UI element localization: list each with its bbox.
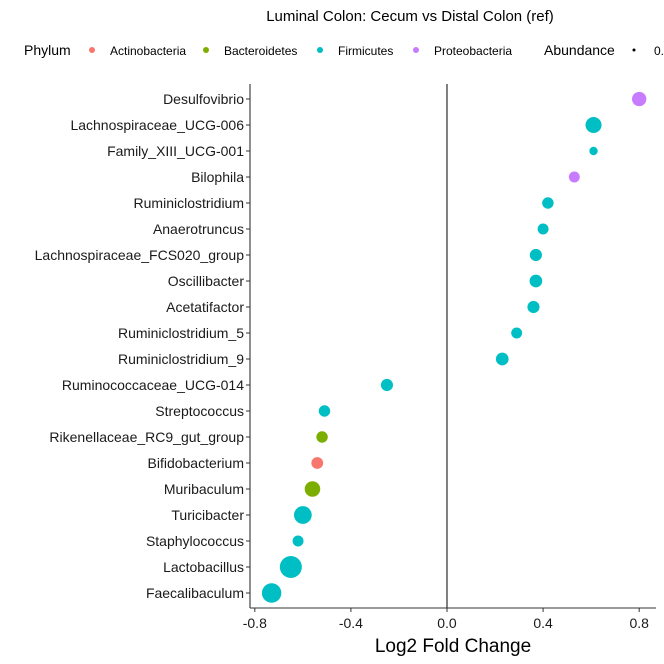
y-tick-label: Lachnospiraceae_FCS020_group	[35, 247, 245, 263]
data-point	[537, 223, 549, 235]
y-tick-label: Streptococcus	[155, 403, 244, 419]
data-point	[568, 171, 580, 183]
y-tick-label: Ruminiclostridium_5	[118, 325, 244, 341]
legend-label-firmicutes: Firmicutes	[338, 44, 393, 58]
y-tick-label: Oscillibacter	[168, 273, 245, 289]
y-tick-label: Faecalibaculum	[146, 585, 244, 601]
legend-label-actinobacteria: Actinobacteria	[110, 44, 186, 58]
x-tick-label: -0.8	[243, 615, 267, 631]
x-tick-label: 0.0	[437, 615, 457, 631]
data-point	[542, 197, 554, 209]
y-tick-label: Family_XIII_UCG-001	[107, 143, 244, 159]
y-tick-label: Acetatifactor	[166, 299, 244, 315]
data-point	[261, 583, 282, 603]
data-point	[495, 352, 509, 366]
legend-label-proteobacteria: Proteobacteria	[434, 44, 512, 58]
data-point	[311, 457, 324, 469]
data-point	[304, 481, 321, 497]
legend-label-bacteroidetes: Bacteroidetes	[224, 44, 297, 58]
y-tick-label: Staphylococcus	[146, 533, 244, 549]
data-point	[527, 300, 540, 314]
legend-key-actinobacteria	[89, 47, 95, 53]
y-tick-label: Anaerotruncus	[153, 221, 244, 237]
data-point	[318, 405, 331, 417]
y-tick-label: Ruminiclostridium_9	[118, 351, 244, 367]
data-point	[316, 431, 328, 443]
y-tick-label: Turicibacter	[171, 507, 244, 523]
data-point	[529, 274, 543, 288]
legend: Phylum Actinobacteria Bacteroidetes Firmic…	[24, 42, 664, 58]
data-point	[380, 378, 394, 392]
data-point	[589, 146, 598, 156]
data-point	[585, 116, 602, 134]
y-tick-label: Muribaculum	[164, 481, 244, 497]
legend-key-proteobacteria	[413, 47, 419, 53]
data-point	[279, 556, 302, 578]
data-point	[529, 248, 542, 262]
legend-key-bacteroidetes	[203, 47, 209, 53]
y-tick-label: Ruminococcaceae_UCG-014	[62, 377, 244, 393]
y-tick-label: Rikenellaceae_RC9_gut_group	[49, 429, 244, 445]
x-tick-label: -0.4	[339, 615, 363, 631]
legend-abundance-label: 0.	[654, 44, 664, 58]
y-tick-label: Bifidobacterium	[148, 455, 245, 471]
x-tick-label: 0.4	[533, 615, 553, 631]
y-tick-label: Desulfovibrio	[163, 91, 244, 107]
legend-phylum-title: Phylum	[24, 42, 71, 58]
data-point	[511, 327, 523, 339]
x-tick-label: 0.8	[629, 615, 649, 631]
chart-title: Luminal Colon: Cecum vs Distal Colon (re…	[266, 8, 554, 25]
y-tick-label: Lachnospiraceae_UCG-006	[70, 117, 244, 133]
y-tick-label: Lactobacillus	[163, 559, 244, 575]
legend-abundance-dot	[632, 48, 636, 52]
legend-key-firmicutes	[317, 47, 323, 53]
y-tick-label: Bilophila	[191, 169, 244, 185]
legend-abundance-title: Abundance	[544, 42, 615, 58]
data-point	[293, 506, 312, 524]
x-axis-label: Log2 Fold Change	[375, 636, 531, 657]
data-point	[632, 91, 647, 107]
data-point	[292, 535, 304, 547]
y-tick-label: Ruminiclostridium	[134, 195, 244, 211]
